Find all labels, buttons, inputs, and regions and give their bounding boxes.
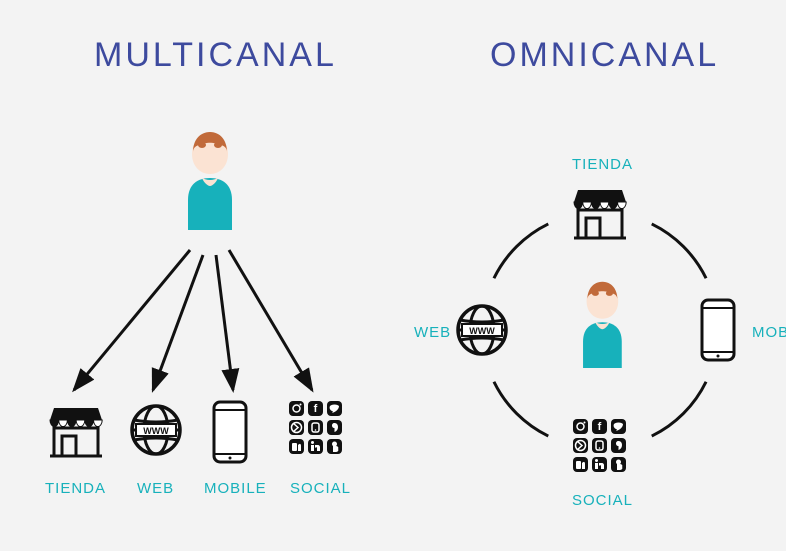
social-icon: f [288, 400, 344, 460]
multicanal-arrows [0, 0, 786, 551]
tienda-label: TIENDA [45, 480, 106, 497]
mobile-label: MOBILE [204, 480, 267, 497]
omnicanal-circle [0, 0, 786, 551]
multicanal-person [180, 130, 240, 230]
web-icon: WWW [128, 400, 184, 460]
svg-text:f: f [598, 421, 602, 433]
multicanal-title: MULTICANAL [94, 36, 337, 75]
mobile-label: MOBILE [752, 324, 786, 341]
web-label: WEB [137, 480, 174, 497]
svg-text:WWW: WWW [143, 426, 169, 436]
web-label: WEB [414, 324, 451, 341]
tienda-icon [48, 400, 104, 460]
svg-text:WWW: WWW [469, 326, 495, 336]
svg-text:f: f [314, 403, 318, 415]
tienda-icon [572, 182, 628, 242]
mobile-icon [696, 298, 740, 362]
social-icon: f [572, 418, 628, 478]
social-label: SOCIAL [290, 480, 351, 497]
mobile-icon [208, 400, 252, 464]
web-icon: WWW [454, 300, 510, 360]
omnicanal-person [576, 280, 629, 368]
social-label: SOCIAL [572, 492, 633, 509]
tienda-label: TIENDA [572, 156, 633, 173]
omnicanal-title: OMNICANAL [490, 36, 719, 75]
